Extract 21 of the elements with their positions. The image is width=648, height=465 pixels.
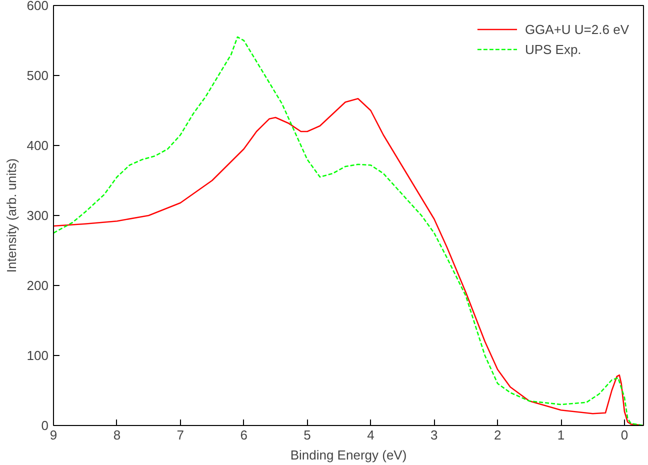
x-tick-label: 4 (367, 428, 374, 442)
x-tick-label: 6 (240, 428, 248, 442)
y-tick-label: 500 (26, 68, 49, 83)
x-tick-label: 3 (430, 428, 438, 442)
y-tick-label: 200 (26, 278, 49, 293)
x-tick-label: 2 (494, 428, 502, 442)
y-tick-label: 0 (41, 418, 49, 433)
legend-label: UPS Exp. (524, 42, 582, 56)
y-tick-label: 600 (26, 0, 49, 13)
y-tick-label: 400 (26, 138, 49, 153)
x-tick-label: 5 (304, 428, 311, 442)
legend-label: GGA+U U=2.6 eV (524, 22, 629, 36)
y-tick-label: 300 (26, 208, 49, 223)
x-tick-label: 7 (176, 428, 184, 442)
y-tick-label: 100 (26, 348, 49, 363)
x-axis-title: Binding Energy (eV) (290, 448, 407, 462)
x-tick-label: 0 (620, 428, 628, 442)
x-tick-label: 9 (50, 428, 58, 442)
x-tick-label: 8 (113, 428, 121, 442)
y-axis-title: Intensity (arb. units) (4, 158, 19, 273)
x-tick-label: 1 (557, 428, 565, 442)
